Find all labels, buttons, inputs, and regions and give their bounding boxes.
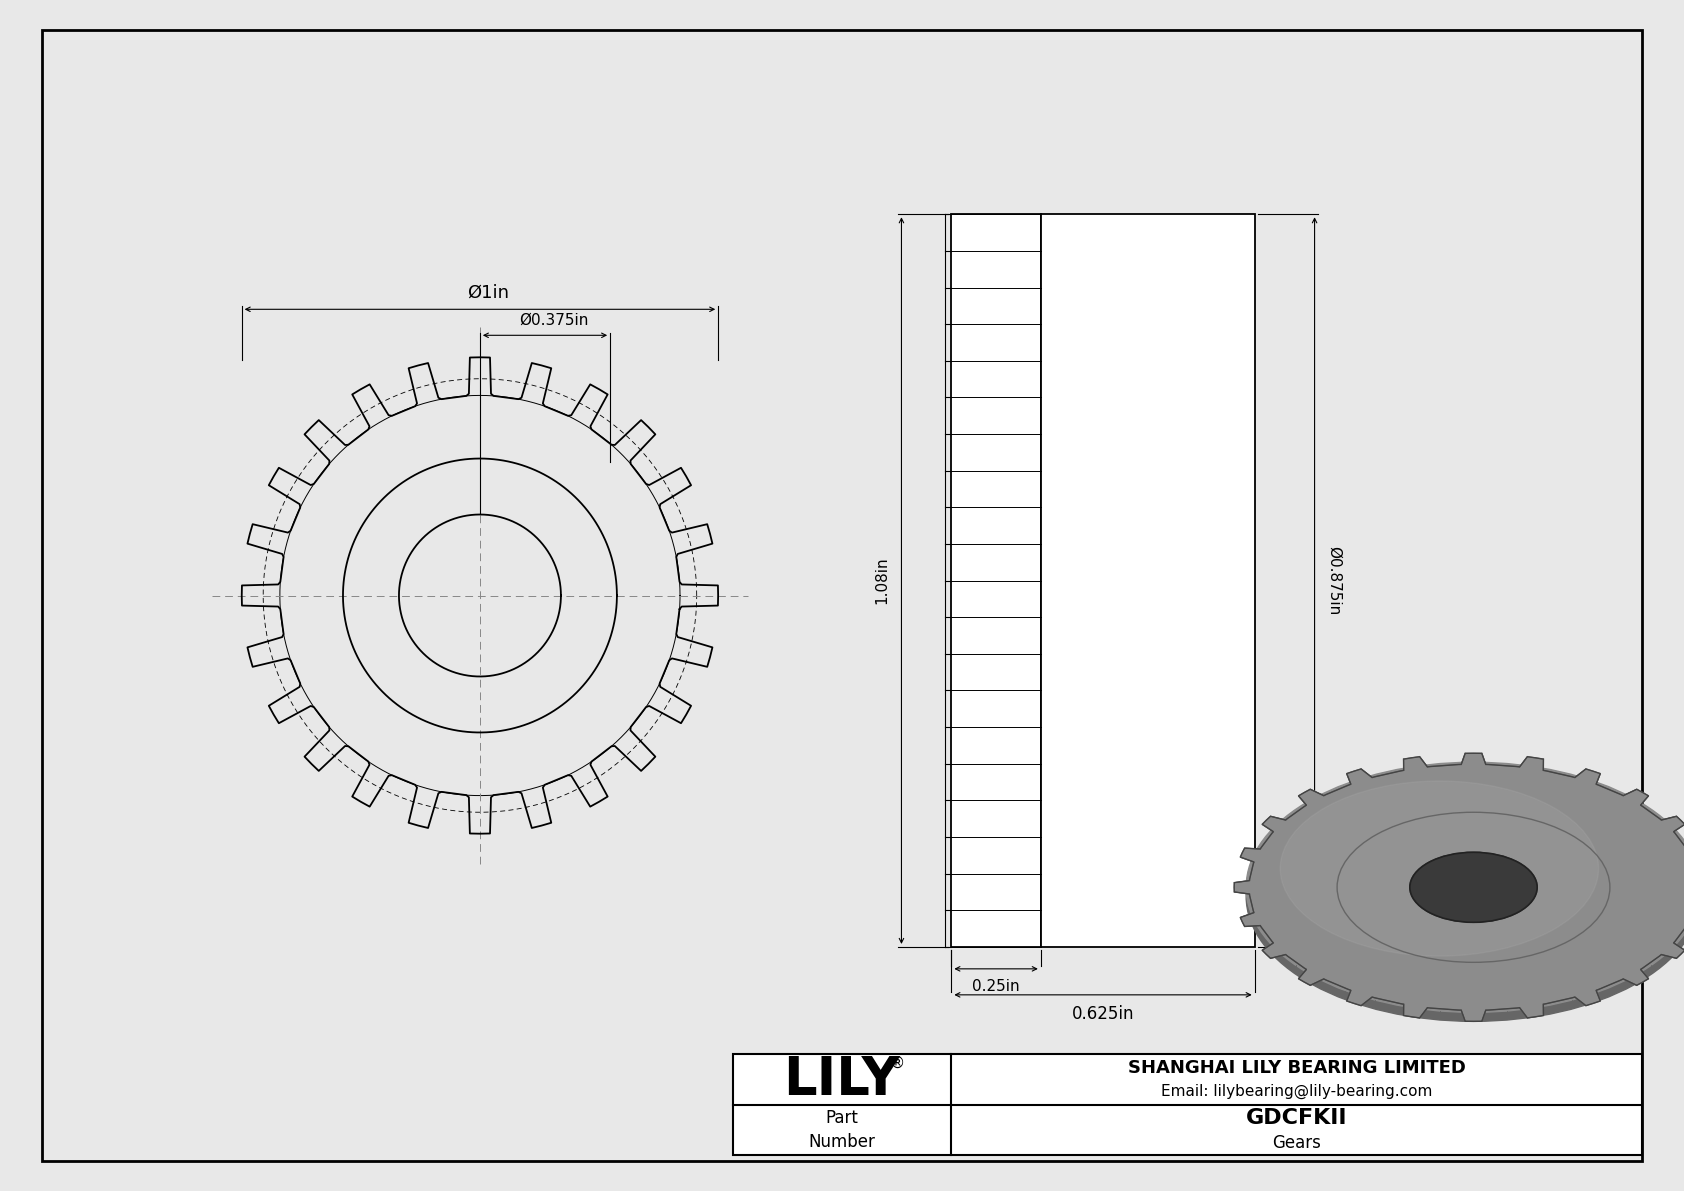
Text: Email: lilybearing@lily-bearing.com: Email: lilybearing@lily-bearing.com [1160, 1084, 1433, 1099]
Ellipse shape [1246, 772, 1684, 1022]
Polygon shape [1234, 753, 1684, 1022]
Text: Part
Number: Part Number [808, 1110, 876, 1151]
Text: 0.25in: 0.25in [972, 979, 1021, 993]
Text: Ø0.875in: Ø0.875in [1327, 545, 1342, 616]
Bar [733, 1054, 1642, 1155]
Ellipse shape [1246, 762, 1684, 1012]
Bar [1041, 214, 1255, 947]
Text: 0.625in: 0.625in [1071, 1005, 1135, 1023]
Text: GDCFKII: GDCFKII [1246, 1109, 1347, 1128]
Text: Ø1in: Ø1in [466, 283, 509, 301]
Ellipse shape [1280, 781, 1598, 956]
Text: LILY: LILY [783, 1054, 901, 1105]
Text: Ø0.375in: Ø0.375in [519, 312, 588, 328]
Text: Gears: Gears [1271, 1134, 1322, 1152]
Ellipse shape [1410, 853, 1537, 922]
Bar [951, 214, 1041, 947]
Text: 1.08in: 1.08in [874, 557, 889, 604]
Text: ®: ® [889, 1056, 904, 1071]
Text: SHANGHAI LILY BEARING LIMITED: SHANGHAI LILY BEARING LIMITED [1128, 1059, 1465, 1077]
